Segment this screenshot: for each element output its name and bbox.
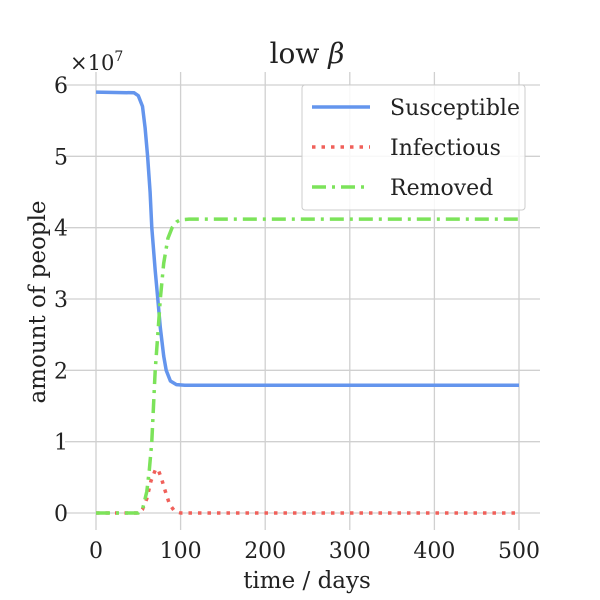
- y-tick-label: 6: [54, 74, 68, 99]
- y-tick-label: 2: [54, 359, 68, 384]
- y-tick-label: 4: [54, 217, 68, 242]
- series-line-infectious: [96, 467, 519, 515]
- legend-label-infectious: Infectious: [390, 136, 501, 161]
- x-tick-label: 200: [244, 539, 286, 564]
- series-lines: [95, 90, 519, 515]
- legend-label-removed: Removed: [390, 176, 493, 201]
- legend: Susceptible Infectious Removed: [301, 84, 526, 211]
- legend-label-susceptible: Susceptible: [390, 96, 520, 121]
- y-tick-label: 0: [54, 502, 68, 527]
- x-tick-label: 500: [498, 539, 540, 564]
- legend-box: [301, 84, 526, 211]
- x-tick-label: 400: [413, 539, 455, 564]
- y-tick-label: 1: [54, 431, 68, 456]
- y-scale-factor: ×107: [70, 49, 123, 75]
- y-tick-label: 3: [54, 288, 68, 313]
- y-axis-label: amount of people: [25, 200, 51, 403]
- x-tick-label: 0: [89, 539, 103, 564]
- tick-labels: 0 100 200 300 400 500 0 1 2 3 4 5 6: [54, 74, 540, 564]
- y-tick-label: 5: [54, 145, 68, 170]
- series-line-removed: [96, 217, 519, 515]
- chart-title: low β: [270, 37, 345, 70]
- x-tick-label: 300: [329, 539, 371, 564]
- x-tick-label: 100: [160, 539, 202, 564]
- x-axis-label: time / days: [243, 568, 371, 594]
